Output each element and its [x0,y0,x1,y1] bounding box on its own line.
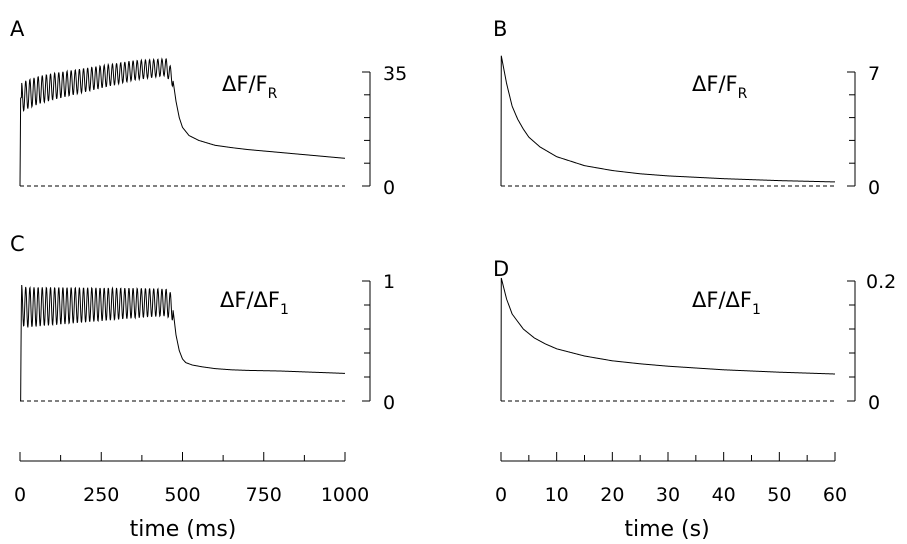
x-tick-label: 50 [767,484,791,506]
panel-a-letter: A [10,17,25,41]
panel-a-ytick-top: 35 [383,63,407,85]
x-tick-label: 10 [545,484,569,506]
x-tick-label: 40 [712,484,736,506]
panel-a: A ΔF/FR 35 0 [10,17,407,199]
series-line [500,277,836,402]
panel-d-ylabel: ΔF/ΔF1 [692,288,761,318]
x-tick-label: 250 [83,484,119,506]
panel-b: B ΔF/FR 7 0 [493,17,880,199]
panel-b-ytick-zero: 0 [868,177,880,199]
panel-c-ytick-zero: 0 [383,392,395,414]
series-line [500,55,836,187]
time-s-axis: 0 10 20 30 40 50 60 [495,452,847,506]
series-line [20,285,346,402]
panel-c-ytick-top: 1 [383,271,395,293]
series-line [19,57,346,187]
x-tick-label: 0 [495,484,507,506]
panel-d-ytick-zero: 0 [868,392,880,414]
time-ms-axis: 0 250 500 750 1000 [14,452,369,506]
x-tick-label: 20 [600,484,624,506]
x-tick-label: 0 [14,484,26,506]
time-ms-axis-title: time (ms) [130,517,237,542]
panel-b-letter: B [493,17,507,41]
panel-c: C ΔF/ΔF1 1 0 [10,232,395,414]
time-s-axis-title: time (s) [624,517,709,542]
panel-b-ylabel: ΔF/FR [692,72,748,102]
panel-a-plot [19,57,371,187]
x-tick-label: 1000 [321,484,369,506]
panel-b-ytick-top: 7 [868,63,880,85]
panel-d-letter: D [493,257,509,281]
panel-d: D ΔF/ΔF1 0.2 0 [493,257,896,414]
panel-d-ytick-top: 0.2 [866,271,896,293]
x-tick-label: 750 [246,484,282,506]
panel-c-plot [20,280,371,402]
x-tick-label: 500 [164,484,200,506]
panel-c-ylabel: ΔF/ΔF1 [220,288,289,318]
panel-d-plot [500,277,856,402]
x-tick-label: 30 [656,484,680,506]
panel-a-ylabel: ΔF/FR [222,72,278,102]
x-tick-label: 60 [823,484,847,506]
panel-c-letter: C [10,232,25,256]
panel-b-plot [500,55,856,187]
panel-a-ytick-zero: 0 [383,177,395,199]
